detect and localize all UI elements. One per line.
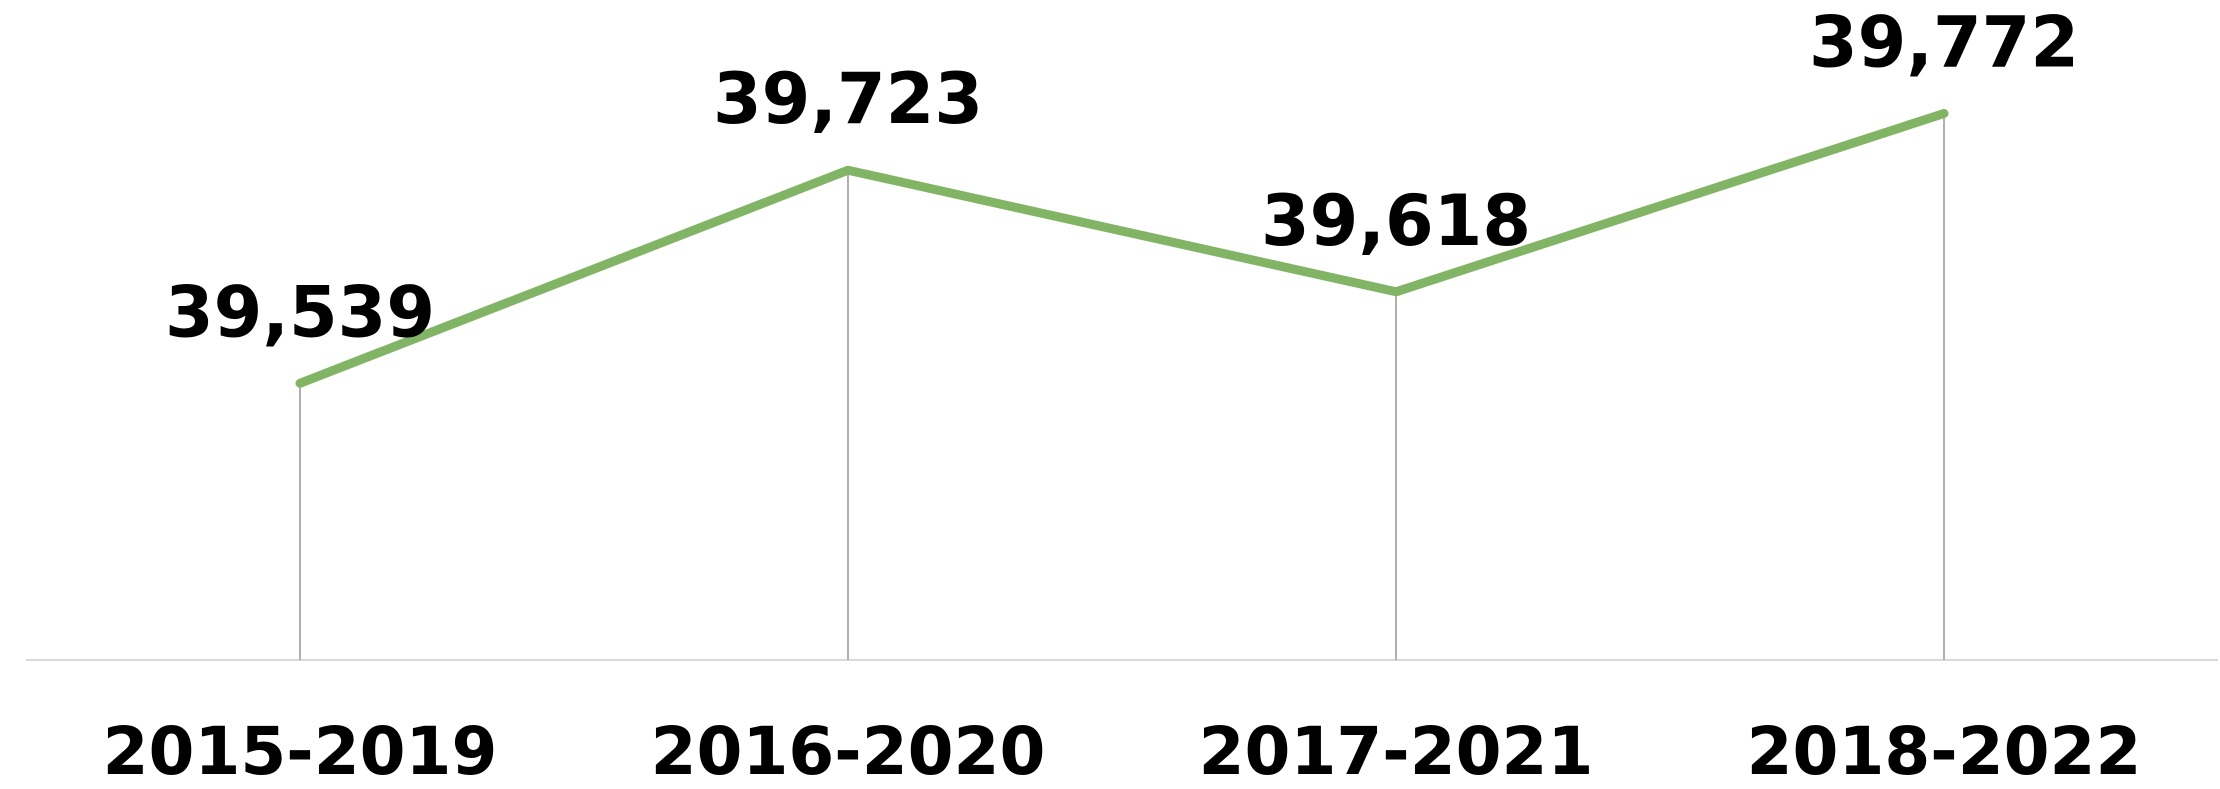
data-label: 39,539	[165, 271, 435, 353]
data-label: 39,618	[1261, 180, 1531, 262]
data-label: 39,723	[713, 58, 983, 140]
data-label: 39,772	[1809, 2, 2079, 84]
x-tick-label: 2015-2019	[103, 713, 498, 789]
x-tick-label: 2017-2021	[1199, 713, 1594, 789]
x-tick-label: 2016-2020	[651, 713, 1046, 789]
series-line	[295, 108, 1949, 388]
x-tick-label: 2018-2022	[1747, 713, 2142, 789]
